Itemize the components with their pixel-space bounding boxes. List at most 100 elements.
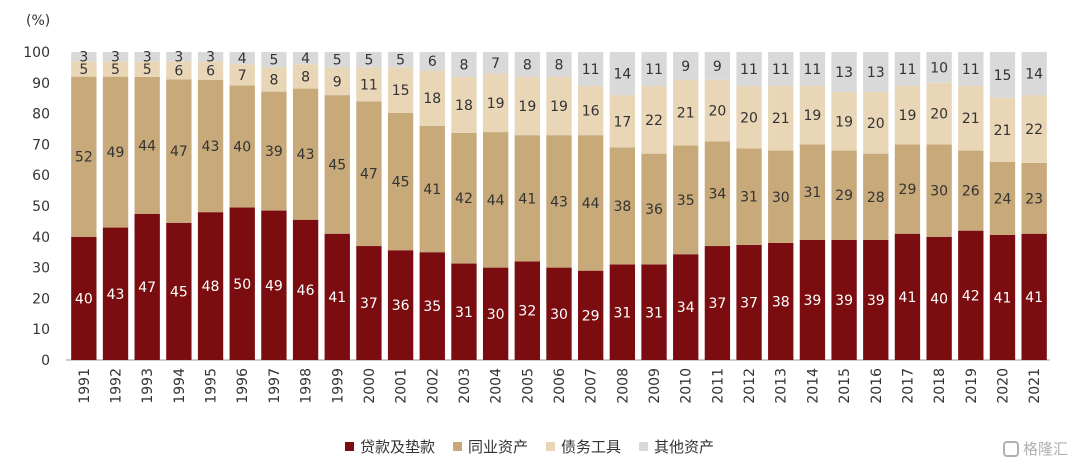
bar-segment	[197, 79, 224, 213]
x-tick-label: 2013	[774, 368, 790, 404]
bar-segment	[134, 213, 160, 360]
bar-segment	[514, 261, 540, 360]
legend-swatch	[546, 442, 556, 451]
data-label: 40	[930, 291, 948, 307]
data-label: 43	[107, 287, 125, 303]
bar-segment	[482, 73, 509, 133]
data-label: 39	[867, 293, 885, 309]
data-label: 22	[1025, 122, 1043, 138]
x-tick-label: 2001	[394, 368, 410, 404]
data-label: 13	[835, 65, 853, 81]
legend-item: 其他资产	[639, 436, 714, 457]
x-tick-label: 1995	[204, 368, 220, 404]
data-label: 20	[867, 116, 885, 132]
data-label: 20	[708, 104, 726, 120]
bars: 4052534349534744534547634843635040744939…	[71, 50, 1047, 360]
y-tick-label: 20	[32, 291, 50, 307]
bar-segment	[926, 82, 952, 145]
x-axis: 1991 1992 1993 1994 1995 1996 1997 1998 1999 2000…	[77, 368, 1043, 404]
y-tick-label: 0	[41, 353, 50, 369]
data-label: 35	[423, 299, 441, 315]
x-tick-label: 2021	[1027, 368, 1043, 404]
bar-segment	[736, 52, 762, 87]
bar-segment	[863, 52, 889, 93]
x-tick-label: 2006	[552, 368, 568, 404]
bar-segment	[768, 242, 794, 360]
y-tick-label: 90	[32, 76, 50, 92]
bar-segment	[229, 52, 255, 65]
bar-segment	[261, 52, 287, 68]
bar-segment	[229, 85, 255, 208]
y-tick-label: 80	[32, 107, 50, 123]
data-label: 24	[994, 191, 1012, 207]
bar-segment	[71, 76, 97, 237]
data-label: 39	[835, 293, 853, 309]
bar-segment	[578, 85, 604, 136]
bar-segment	[989, 234, 1016, 360]
data-label: 3	[111, 50, 120, 66]
data-label: 39	[265, 144, 283, 160]
data-label: 15	[994, 68, 1012, 84]
data-label: 39	[804, 293, 822, 309]
data-label: 46	[297, 283, 315, 299]
data-label: 38	[772, 294, 790, 310]
x-tick-label: 2014	[805, 368, 821, 404]
data-label: 30	[772, 190, 790, 206]
bar-segment	[166, 79, 192, 223]
data-label: 40	[233, 140, 251, 156]
bar-segment	[1021, 233, 1047, 360]
data-label: 8	[555, 57, 564, 73]
x-tick-label: 1994	[172, 368, 188, 404]
bar-segment	[799, 52, 826, 86]
data-label: 31	[740, 190, 758, 206]
data-label: 50	[233, 277, 251, 293]
data-label: 45	[392, 175, 410, 191]
y-tick-label: 100	[23, 45, 50, 61]
x-tick-label: 2009	[647, 368, 663, 404]
data-label: 13	[867, 65, 885, 81]
data-label: 3	[174, 50, 183, 66]
bar-segment	[387, 250, 414, 360]
data-label: 19	[899, 108, 917, 124]
data-label: 37	[708, 296, 726, 312]
data-label: 29	[582, 308, 600, 324]
data-label: 40	[75, 291, 93, 307]
bar-segment	[1021, 52, 1047, 96]
data-label: 5	[269, 53, 278, 69]
bar-segment	[578, 135, 604, 271]
bar-segment	[768, 52, 794, 86]
bar-segment	[292, 52, 319, 65]
bar-segment	[1021, 162, 1047, 234]
bar-segment	[609, 147, 636, 265]
bar-segment	[894, 233, 921, 360]
x-tick-label: 2008	[615, 368, 631, 404]
x-tick-label: 2007	[584, 368, 600, 404]
data-label: 9	[713, 59, 722, 75]
bar-segment	[514, 52, 540, 77]
x-tick-label: 1993	[140, 368, 156, 404]
bar-segment	[546, 52, 572, 77]
x-tick-label: 2002	[425, 368, 441, 404]
data-label: 5	[79, 62, 88, 78]
x-tick-label: 2018	[932, 368, 948, 404]
bar-segment	[578, 270, 604, 360]
legend-swatch	[639, 442, 649, 451]
bar-segment	[958, 150, 984, 231]
data-label: 19	[518, 99, 536, 115]
y-tick-label: 30	[32, 261, 50, 277]
bar-segment	[863, 153, 889, 240]
bar-segment	[102, 76, 129, 228]
data-label: 49	[107, 145, 125, 161]
data-label: 19	[550, 99, 568, 115]
bar-segment	[989, 52, 1016, 98]
bar-segment	[958, 230, 984, 360]
data-label: 21	[962, 111, 980, 127]
y-axis: 0 10 20 30 40 50 60 70 80 90 100 (%)	[23, 13, 1050, 369]
data-label: 18	[455, 98, 473, 114]
x-tick-label: 1999	[330, 368, 346, 404]
bar-segment	[419, 70, 445, 126]
bar-segment	[609, 52, 636, 96]
bar-segment	[546, 76, 572, 136]
data-label: 11	[645, 62, 663, 78]
